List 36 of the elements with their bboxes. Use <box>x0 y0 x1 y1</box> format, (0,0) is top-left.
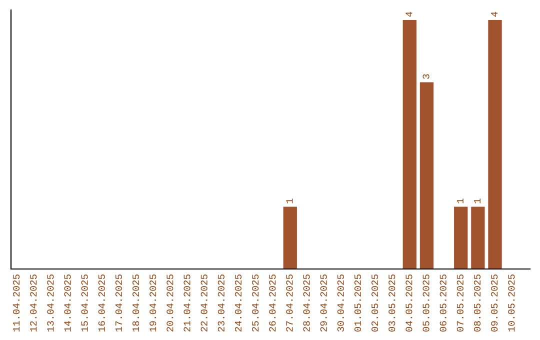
x-tick-label: 08.05.2025 <box>474 274 481 332</box>
x-tick-label: 22.04.2025 <box>200 274 208 332</box>
x-tick-label: 16.04.2025 <box>98 274 105 332</box>
x-tick-label: 14.04.2025 <box>64 274 71 332</box>
x-tick-label: 28.04.2025 <box>303 274 310 332</box>
x-tick-label: 17.04.2025 <box>115 274 122 332</box>
x-tick-label: 15.04.2025 <box>81 274 88 332</box>
x-tick-label: 29.04.2025 <box>320 274 327 332</box>
x-tick-label: 04.05.2025 <box>406 274 412 332</box>
data-label: 4 <box>491 12 498 17</box>
x-tick-label: 30.04.2025 <box>337 274 344 332</box>
data-label: 3 <box>422 74 430 79</box>
data-label: 1 <box>456 198 464 204</box>
x-tick-label: 20.04.2025 <box>166 274 174 332</box>
x-tick-label: 26.04.2025 <box>269 274 276 332</box>
x-tick-label: 24.04.2025 <box>234 274 242 332</box>
x-tick-label: 27.04.2025 <box>286 274 293 332</box>
x-tick-label: 13.04.2025 <box>47 274 54 332</box>
x-tick-label: 19.04.2025 <box>150 274 156 332</box>
x-tick-label: 18.04.2025 <box>132 274 140 332</box>
x-tick-label: 25.04.2025 <box>252 274 259 332</box>
x-tick-label: 09.05.2025 <box>491 274 498 332</box>
x-tick-label: 11.04.2025 <box>12 274 20 332</box>
x-tick-label: 23.04.2025 <box>218 274 224 332</box>
x-tick-label: 02.05.2025 <box>372 274 378 332</box>
x-tick-label: 01.05.2025 <box>354 274 362 332</box>
x-tick-label: 07.05.2025 <box>456 274 464 332</box>
x-tick-label: 05.05.2025 <box>422 274 430 332</box>
data-label: 4 <box>406 12 412 17</box>
data-label: 1 <box>474 198 480 204</box>
x-tick-label: 06.05.2025 <box>440 274 446 332</box>
data-label: 1 <box>286 198 293 204</box>
x-tick-label: 12.04.2025 <box>30 274 37 332</box>
x-tick-label: 10.05.2025 <box>508 274 515 332</box>
x-tick-label: 21.04.2025 <box>184 274 190 332</box>
x-tick-label: 03.05.2025 <box>388 274 396 332</box>
